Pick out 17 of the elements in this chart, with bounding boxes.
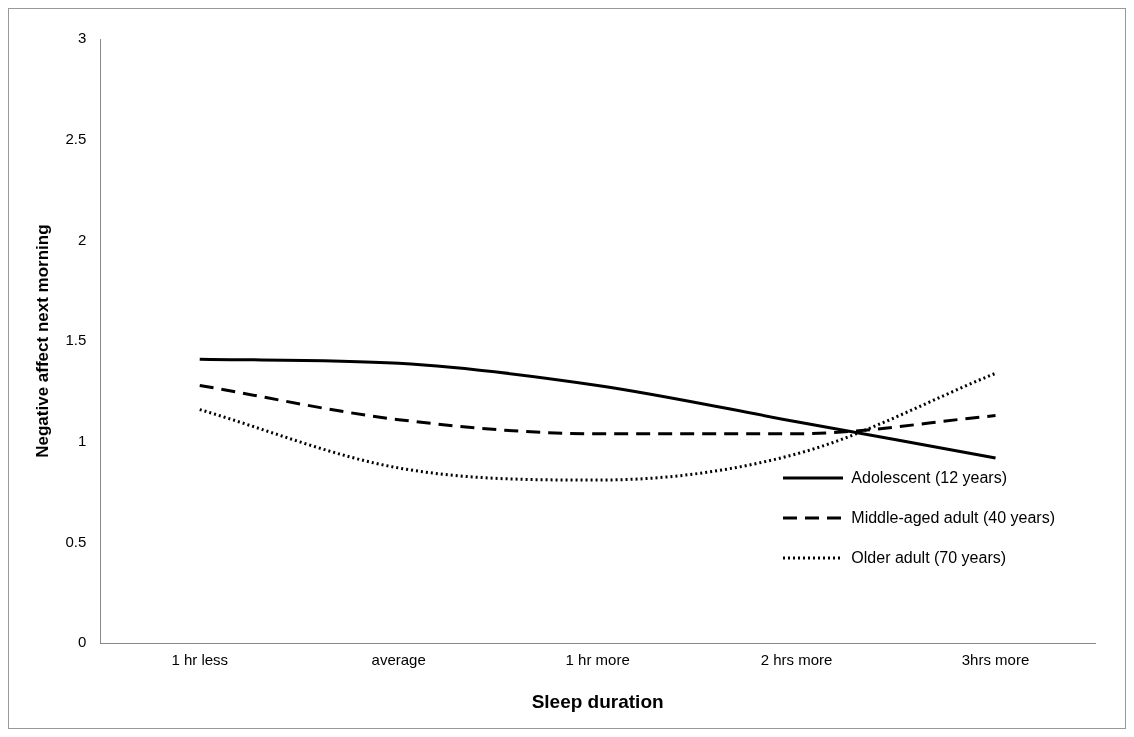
y-tick-label: 1.5 [65,331,87,349]
x-tick-label: 3hrs more [961,651,1030,669]
y-tick-label: 0.5 [65,532,87,550]
y-tick-label: 0 [77,633,87,651]
y-tick-label: 1 [77,431,87,449]
x-tick-label: 1 hr less [171,651,229,669]
legend-label: Adolescent (12 years) [851,469,1007,487]
legend-label: Middle-aged adult (40 years) [851,509,1055,527]
y-axis-title: Negative affect next morning [32,224,52,458]
y-tick-label: 3 [77,29,87,47]
x-tick-label: average [371,651,426,669]
y-tick-label: 2 [77,230,87,248]
x-axis-title: Sleep duration [531,690,664,712]
legend-label: Older adult (70 years) [851,549,1007,567]
x-tick-label: 1 hr more [565,651,630,669]
y-tick-label: 2.5 [65,129,87,147]
x-tick-label: 2 hrs more [760,651,833,669]
